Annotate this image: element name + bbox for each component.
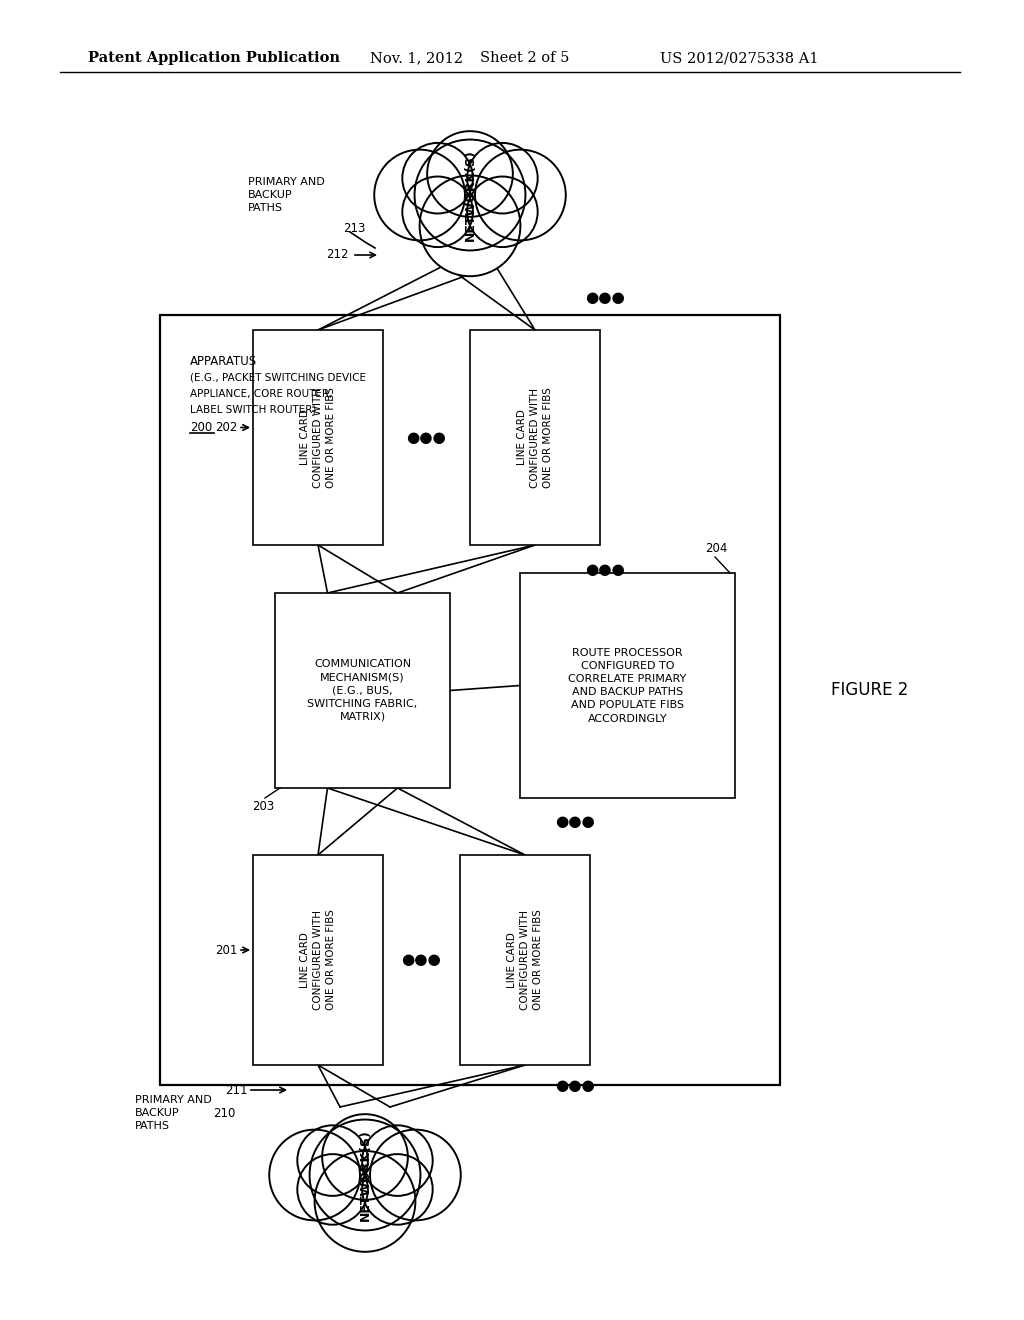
Text: 211: 211	[225, 1084, 248, 1097]
Circle shape	[402, 143, 473, 214]
Circle shape	[314, 1151, 416, 1251]
Circle shape	[402, 177, 473, 247]
Text: ROUTE PROCESSOR
CONFIGURED TO
CORRELATE PRIMARY
AND BACKUP PATHS
AND POPULATE FI: ROUTE PROCESSOR CONFIGURED TO CORRELATE …	[568, 648, 687, 723]
Circle shape	[323, 1114, 408, 1200]
Text: 213: 213	[343, 222, 366, 235]
Text: LINE CARD
CONFIGURED WITH
ONE OR MORE FIBS: LINE CARD CONFIGURED WITH ONE OR MORE FI…	[300, 387, 336, 488]
Circle shape	[362, 1154, 433, 1225]
Text: APPLIANCE, CORE ROUTER,: APPLIANCE, CORE ROUTER,	[190, 389, 333, 399]
Text: ●●●: ●●●	[585, 290, 625, 305]
Text: COMMUNICATION
MECHANISM(S)
(E.G., BUS,
SWITCHING FABRIC,
MATRIX): COMMUNICATION MECHANISM(S) (E.G., BUS, S…	[307, 659, 418, 722]
Text: ●●●: ●●●	[407, 430, 446, 445]
Text: (E.G., PACKET SWITCHING DEVICE: (E.G., PACKET SWITCHING DEVICE	[190, 374, 366, 383]
Text: 210: 210	[213, 1107, 236, 1119]
Circle shape	[309, 1119, 421, 1230]
Circle shape	[475, 149, 565, 240]
Text: LINE CARD
CONFIGURED WITH
ONE OR MORE FIBS: LINE CARD CONFIGURED WITH ONE OR MORE FI…	[517, 387, 553, 488]
Text: LINE CARD
CONFIGURED WITH
ONE OR MORE FIBS: LINE CARD CONFIGURED WITH ONE OR MORE FI…	[300, 909, 336, 1010]
Circle shape	[362, 1126, 433, 1196]
Text: 202: 202	[215, 421, 238, 434]
Text: 201: 201	[215, 944, 238, 957]
Circle shape	[420, 176, 520, 276]
Circle shape	[467, 143, 538, 214]
Circle shape	[467, 177, 538, 247]
Text: ●●●: ●●●	[401, 953, 441, 968]
Text: LINE CARD
CONFIGURED WITH
ONE OR MORE FIBS: LINE CARD CONFIGURED WITH ONE OR MORE FI…	[507, 909, 543, 1010]
Text: Sheet 2 of 5: Sheet 2 of 5	[480, 51, 569, 65]
Bar	[275, 593, 450, 788]
Text: 204: 204	[705, 543, 727, 554]
Text: 200: 200	[190, 421, 212, 434]
Bar	[520, 573, 735, 799]
Circle shape	[297, 1154, 368, 1225]
Bar	[253, 855, 383, 1065]
Text: NETWORK(S): NETWORK(S)	[464, 149, 476, 242]
Text: PRIMARY AND
BACKUP
PATHS: PRIMARY AND BACKUP PATHS	[135, 1096, 212, 1131]
Text: Nov. 1, 2012: Nov. 1, 2012	[370, 51, 463, 65]
Text: LABEL SWITCH ROUTER): LABEL SWITCH ROUTER)	[190, 405, 316, 414]
Circle shape	[269, 1130, 360, 1221]
Circle shape	[297, 1126, 368, 1196]
Circle shape	[374, 149, 465, 240]
Text: US 2012/0275338 A1: US 2012/0275338 A1	[660, 51, 818, 65]
Text: NETWORK(S): NETWORK(S)	[358, 1129, 372, 1221]
Text: Patent Application Publication: Patent Application Publication	[88, 51, 340, 65]
Text: FIGURE 2: FIGURE 2	[831, 681, 908, 700]
Bar	[253, 330, 383, 545]
Text: PRIMARY AND
BACKUP
PATHS: PRIMARY AND BACKUP PATHS	[248, 177, 325, 214]
Bar	[160, 315, 780, 1085]
Text: 203: 203	[252, 800, 274, 813]
Text: ●●●: ●●●	[555, 814, 595, 829]
Circle shape	[370, 1130, 461, 1221]
Text: APPARATUS: APPARATUS	[190, 355, 257, 368]
Text: 212: 212	[326, 248, 348, 261]
Text: ●●●: ●●●	[585, 561, 625, 577]
Bar	[470, 330, 600, 545]
Circle shape	[415, 140, 525, 251]
Bar	[460, 855, 590, 1065]
Circle shape	[427, 131, 513, 216]
Text: ●●●: ●●●	[555, 1078, 595, 1093]
